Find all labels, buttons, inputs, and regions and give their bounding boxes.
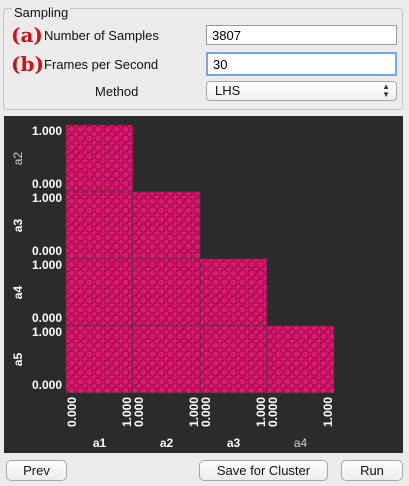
y-tick-label-max: 1.000 — [32, 191, 62, 205]
number-of-samples-input[interactable] — [206, 25, 397, 45]
x-axis-label-a2: a2 — [160, 436, 174, 450]
y-tick-label-max: 1.000 — [32, 325, 62, 339]
y-tick-label-min: 0.000 — [32, 244, 62, 258]
y-tick-label-max: 1.000 — [32, 124, 62, 138]
x-tick-label-max: 1.000 — [321, 397, 335, 427]
prev-button[interactable]: Prev — [6, 460, 67, 481]
scatter-cell-a3-a4 — [199, 258, 268, 327]
scatter-cell-a2-a4 — [132, 258, 201, 327]
method-select[interactable]: LHS ▲ ▼ — [206, 81, 397, 101]
save-for-cluster-button[interactable]: Save for Cluster — [199, 460, 328, 481]
method-select-value: LHS — [215, 83, 241, 98]
x-tick-label-min: 0.000 — [199, 397, 213, 427]
scatter-matrix-plot[interactable]: 1.000 0.000 a2 1.000 0.000 a3 1.000 0.000 a4 1.00… — [4, 116, 403, 453]
scatter-cell-a2-a5 — [132, 325, 201, 394]
x-axis-label-a1: a1 — [93, 436, 107, 450]
x-tick-label-max: 1.000 — [254, 397, 268, 427]
y-tick-label-max: 1.000 — [32, 258, 62, 272]
run-button[interactable]: Run — [341, 460, 403, 481]
scatter-matrix-svg: 1.0000.000a21.0000.000a31.0000.000a41.00… — [11, 124, 335, 450]
annotation-marker-b: (b) — [11, 52, 44, 76]
x-tick-label-min: 0.000 — [266, 397, 280, 427]
scatter-cell-a4-a5 — [266, 325, 335, 394]
scatter-cell-a2-a3 — [132, 191, 201, 260]
x-axis-label-a4: a4 — [294, 436, 308, 450]
x-tick-label-max: 1.000 — [120, 397, 134, 427]
scatter-cell-a1-a5 — [65, 325, 134, 394]
x-tick-label-min: 0.000 — [132, 397, 146, 427]
x-tick-label-min: 0.000 — [65, 397, 79, 427]
sampling-group-title: Sampling — [12, 5, 71, 20]
frames-per-second-label: Frames per Second — [44, 57, 159, 72]
scatter-cell-a1-a3 — [65, 191, 134, 260]
y-tick-label-min: 0.000 — [32, 177, 62, 191]
y-tick-label-min: 0.000 — [32, 378, 62, 392]
annotation-marker-a: (a) — [11, 23, 43, 47]
y-axis-label-a4: a4 — [11, 286, 25, 300]
sampling-group: Sampling — [3, 5, 403, 110]
number-of-samples-label: Number of Samples — [44, 28, 159, 43]
scatter-cell-a3-a5 — [199, 325, 268, 394]
scatter-cell-a1-a4 — [65, 258, 134, 327]
x-tick-label-max: 1.000 — [187, 397, 201, 427]
y-axis-label-a2: a2 — [11, 152, 25, 166]
scatter-cell-a1-a2 — [65, 124, 134, 193]
method-label: Method — [95, 84, 139, 99]
frames-per-second-input[interactable] — [206, 52, 397, 76]
x-axis-label-a3: a3 — [227, 436, 241, 450]
updown-arrows-icon: ▲ ▼ — [382, 82, 390, 99]
y-tick-label-min: 0.000 — [32, 311, 62, 325]
y-axis-label-a5: a5 — [11, 353, 25, 367]
y-axis-label-a3: a3 — [11, 219, 25, 233]
